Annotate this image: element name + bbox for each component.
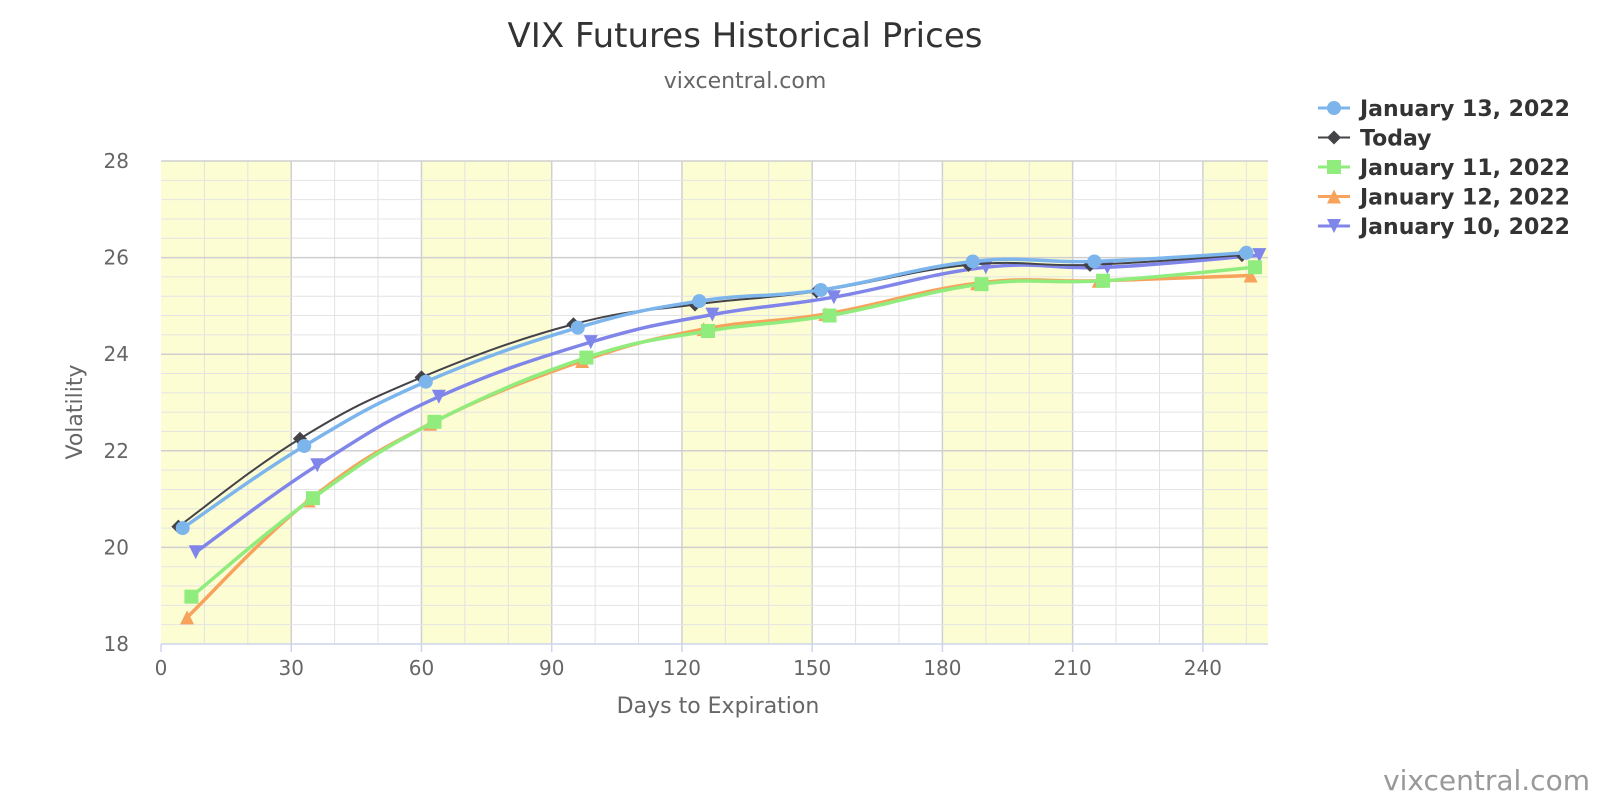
data-point[interactable]: [180, 610, 195, 625]
data-point[interactable]: [175, 521, 190, 536]
series-2: [184, 260, 1262, 604]
x-tick-label: 30: [279, 656, 304, 680]
data-point[interactable]: [1087, 254, 1102, 269]
x-tick-label: 210: [1054, 656, 1092, 680]
legend-marker[interactable]: [1327, 219, 1341, 233]
legend-label: January 11, 2022: [1358, 156, 1570, 181]
data-point[interactable]: [297, 438, 312, 453]
legend-marker[interactable]: [1327, 101, 1341, 115]
data-point[interactable]: [1252, 248, 1267, 263]
x-tick-label: 60: [409, 656, 434, 680]
grid-lines: [161, 160, 1268, 644]
data-point[interactable]: [1247, 260, 1262, 275]
data-point[interactable]: [965, 254, 980, 269]
data-point[interactable]: [1096, 273, 1111, 288]
legend-marker[interactable]: [1327, 189, 1341, 204]
data-point[interactable]: [1239, 245, 1254, 260]
shaded-band-3: [942, 161, 1073, 644]
data-point[interactable]: [418, 374, 433, 389]
chart-title: VIX Futures Historical Prices: [508, 16, 983, 56]
legend-label: January 12, 2022: [1358, 186, 1570, 211]
data-point[interactable]: [700, 324, 715, 339]
legend-item[interactable]: Today: [1318, 127, 1431, 152]
data-point[interactable]: [188, 545, 203, 560]
series-group: [171, 245, 1267, 625]
shaded-band-0: [161, 161, 292, 644]
shaded-band-1: [421, 161, 552, 644]
y-tick-label: 28: [104, 149, 129, 173]
x-tick-label: 90: [539, 656, 564, 680]
data-point[interactable]: [692, 294, 707, 309]
data-point[interactable]: [826, 290, 841, 305]
credits-text[interactable]: vixcentral.com: [1383, 764, 1590, 797]
legend-item[interactable]: January 10, 2022: [1318, 215, 1570, 240]
shaded-band-4: [1202, 161, 1268, 644]
legend-marker[interactable]: [1327, 130, 1341, 145]
legend-label: January 13, 2022: [1358, 97, 1570, 122]
x-tick-label: 150: [793, 656, 831, 680]
x-tick-label: 120: [663, 656, 701, 680]
data-point[interactable]: [705, 307, 720, 322]
axes: 0 30 60 90 120 150 180 210 240 18 20 22 24 26 28: [104, 149, 1268, 680]
legend-item[interactable]: January 13, 2022: [1318, 97, 1570, 122]
legend-marker[interactable]: [1327, 160, 1341, 174]
data-point[interactable]: [813, 282, 828, 297]
data-point[interactable]: [427, 414, 442, 429]
data-point[interactable]: [431, 389, 446, 404]
legend-item[interactable]: January 11, 2022: [1318, 156, 1570, 181]
y-tick-label: 26: [104, 246, 129, 270]
y-tick-label: 22: [104, 439, 129, 463]
y-tick-label: 20: [104, 535, 129, 559]
legend[interactable]: January 13, 2022 Today January 11, 2022 Jan…: [1318, 97, 1570, 240]
legend-item[interactable]: January 12, 2022: [1318, 186, 1570, 211]
legend-label: Today: [1360, 127, 1431, 152]
data-point[interactable]: [1243, 268, 1258, 283]
data-point[interactable]: [822, 308, 837, 323]
data-point[interactable]: [184, 589, 199, 604]
data-point[interactable]: [579, 350, 594, 365]
y-tick-label: 18: [104, 632, 129, 656]
shaded-bands: [161, 161, 1268, 644]
y-tick-label: 24: [104, 342, 129, 366]
series-0: [175, 245, 1254, 536]
data-point[interactable]: [305, 491, 320, 506]
y-axis-title: Volatility: [63, 364, 88, 459]
chart-subtitle: vixcentral.com: [664, 69, 827, 94]
series-4: [188, 248, 1267, 560]
x-tick-label: 0: [155, 656, 168, 680]
x-tick-label: 180: [923, 656, 961, 680]
legend-label: January 10, 2022: [1358, 215, 1570, 240]
shaded-band-2: [681, 161, 813, 644]
data-point[interactable]: [570, 320, 585, 335]
x-axis-title: Days to Expiration: [617, 694, 820, 719]
x-tick-label: 240: [1184, 656, 1222, 680]
data-point[interactable]: [974, 277, 989, 292]
data-point[interactable]: [310, 458, 325, 473]
data-point[interactable]: [583, 335, 598, 350]
